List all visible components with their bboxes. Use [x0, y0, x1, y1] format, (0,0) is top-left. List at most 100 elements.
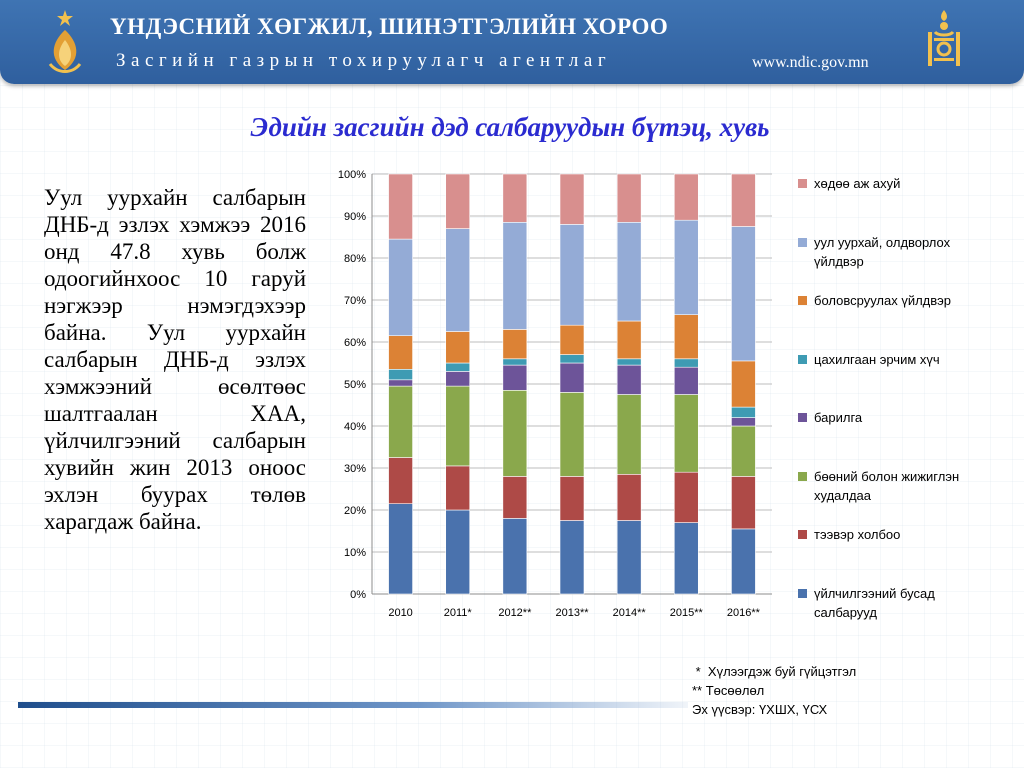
bar-segment — [445, 371, 471, 387]
bar-segment — [445, 362, 471, 372]
legend-swatch — [798, 237, 807, 247]
x-tick-label: 2010 — [388, 607, 412, 619]
legend-label: боловсруулах үйлдвэр — [814, 293, 952, 308]
y-tick-label: 100% — [338, 169, 366, 181]
bar-segment — [502, 518, 528, 595]
bar-segment — [673, 471, 699, 523]
y-tick-label: 10% — [344, 547, 366, 559]
bar-segment — [502, 173, 528, 223]
bar-segment — [731, 360, 756, 408]
header-subtitle: Засгийн газрын тохируулагч агентлаг — [116, 50, 612, 71]
legend-swatch — [798, 530, 807, 539]
bar-segment — [616, 221, 642, 322]
x-tick-label: 2012** — [498, 607, 532, 619]
bar-segment — [502, 476, 528, 519]
note-source: Эх үүсвэр: ҮХШХ, ҮСХ — [692, 702, 828, 717]
body-text: Уул уурхайн салбарын ДНБ-д эзлэх хэмжээ … — [44, 185, 306, 534]
header-url[interactable]: www.ndic.gov.mn — [752, 54, 869, 71]
bar-segment — [502, 329, 528, 360]
notes: * Хүлээгдэж буй гүйцэтгэл ** Төсөөлөл Эх… — [692, 662, 1012, 719]
bar-segment — [673, 314, 699, 360]
bar-segment — [673, 173, 699, 221]
bar-segment — [559, 324, 585, 355]
legend-swatch — [798, 588, 807, 598]
bar-segment — [559, 173, 585, 225]
bar-segment — [559, 354, 585, 364]
stacked-bar-chart: 0% 10% 20% 30% 40% 50% 60% 70% 80% 90% 100% 2010 201… — [338, 169, 772, 619]
bar-segment — [445, 173, 471, 229]
legend-label: тээвэр холбоо — [814, 527, 901, 542]
bar-segment — [502, 364, 528, 391]
bar-segment — [616, 520, 642, 595]
header-title: ҮНДЭСНИЙ ХӨГЖИЛ, ШИНЭТГЭЛИЙН ХОРОО — [110, 14, 669, 39]
bar-segment — [502, 221, 528, 330]
bar-segment — [388, 238, 413, 336]
legend-swatch — [798, 354, 807, 364]
bar-segment — [502, 390, 528, 477]
flame-emblem-icon — [48, 10, 82, 73]
legend-swatch — [798, 471, 807, 481]
bar-segment — [616, 358, 642, 366]
bar-segment — [673, 219, 699, 316]
y-tick-label: 90% — [344, 211, 366, 223]
bar-segment — [731, 226, 756, 362]
legend-swatch — [798, 179, 807, 188]
bar-segment — [673, 366, 699, 395]
bar-segment — [731, 417, 756, 427]
chart-legend: хөдөө аж ахуй уул уурхай, олдворлох үйлдв… — [798, 174, 998, 634]
bar-segment — [502, 358, 528, 366]
x-tick-label: 2011* — [444, 607, 473, 619]
bar-segment — [445, 228, 471, 332]
bar-segment — [559, 392, 585, 477]
note-expected: * Хүлээгдэж буй гүйцэтгэл — [692, 664, 857, 679]
bar-segment — [673, 394, 699, 473]
note-forecast: ** Төсөөлөл — [692, 683, 765, 698]
legend-swatch — [798, 413, 807, 422]
legend-swatch — [798, 296, 807, 305]
bar-segment — [388, 503, 413, 595]
bar-segment — [559, 520, 585, 595]
header-banner: ҮНДЭСНИЙ ХӨГЖИЛ, ШИНЭТГЭЛИЙН ХОРОО Засги… — [0, 0, 1024, 84]
legend-label: уул уурхай, олдворлох үйлдвэр — [814, 234, 951, 269]
slide-title: Эдийн засгийн дэд салбаруудын бүтэц, хув… — [250, 112, 770, 142]
bar-segment — [731, 406, 756, 418]
bar-segment — [388, 385, 413, 458]
bar-segment — [445, 385, 471, 467]
y-tick-label: 50% — [344, 379, 366, 391]
bar-segment — [445, 465, 471, 511]
x-tick-label: 2016** — [727, 607, 761, 619]
bar-segment — [388, 335, 413, 370]
bar-segment — [559, 224, 585, 326]
legend-label: цахилгаан эрчим хүч — [814, 351, 940, 367]
x-tick-label: 2015** — [670, 607, 704, 619]
bar-segment — [616, 320, 642, 360]
bar-segment — [559, 476, 585, 521]
legend-label: үйлчилгээний бусад салбарууд — [814, 585, 935, 620]
bar-segment — [445, 331, 471, 364]
bar-segment — [731, 528, 756, 595]
y-tick-label: 80% — [344, 253, 366, 265]
bar-segment — [388, 173, 413, 240]
bar-segment — [731, 425, 756, 477]
bar-segment — [559, 362, 585, 393]
bar-segment — [731, 476, 756, 530]
bar-segment — [388, 369, 413, 381]
y-tick-label: 60% — [344, 337, 366, 349]
bar-segment — [673, 358, 699, 368]
x-tick-label: 2013** — [555, 607, 589, 619]
legend-label: хөдөө аж ахуй — [814, 176, 901, 191]
bar-segment — [616, 364, 642, 395]
legend-label: бөөний болон жижиглэн худалдаа — [814, 468, 960, 503]
bar-segment — [673, 522, 699, 595]
footer-bar — [18, 702, 688, 708]
x-tick-label: 2014** — [613, 607, 647, 619]
y-tick-label: 0% — [350, 589, 366, 601]
y-tick-label: 70% — [344, 295, 366, 307]
bar-segment — [445, 509, 471, 595]
bar-segment — [616, 394, 642, 475]
bar-segment — [616, 473, 642, 521]
y-tick-label: 40% — [344, 421, 366, 433]
bar-segment — [616, 173, 642, 223]
soyombo-icon — [928, 10, 960, 66]
bar-segment — [731, 173, 756, 227]
